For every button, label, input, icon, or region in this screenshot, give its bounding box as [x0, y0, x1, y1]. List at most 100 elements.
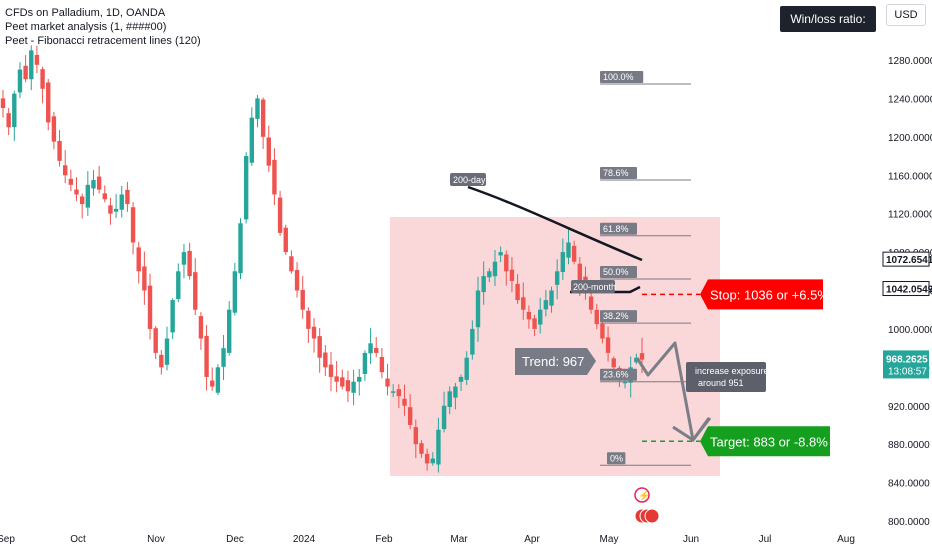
- candle: [181, 252, 187, 265]
- fib-label: 23.6%: [603, 370, 629, 380]
- chart-legend: CFDs on Palladium, 1D, OANDA Peet market…: [5, 6, 201, 48]
- candle: [79, 196, 85, 205]
- candle: [413, 427, 419, 445]
- y-tick-label: 1280.0000: [888, 56, 932, 67]
- candle: [215, 367, 221, 393]
- candle: [447, 391, 452, 408]
- candle: [588, 296, 594, 310]
- target-label: Target: 883 or -8.8%: [710, 434, 828, 449]
- candle: [260, 99, 266, 137]
- countdown-tag: 13:08:57: [888, 366, 927, 377]
- candle: [526, 311, 532, 320]
- candle: [51, 116, 57, 142]
- candle: [605, 337, 611, 353]
- candle: [611, 358, 616, 368]
- candle: [153, 328, 158, 353]
- candle: [68, 178, 74, 185]
- candle: [357, 376, 362, 382]
- x-tick-label: Dec: [226, 534, 244, 545]
- candle: [532, 318, 537, 329]
- y-tick-label: 1120.0000: [888, 210, 932, 221]
- y-tick-label: 800.0000: [888, 517, 930, 528]
- candle: [130, 207, 136, 243]
- y-tick-label: 880.0000: [888, 440, 930, 451]
- candle: [294, 269, 300, 291]
- candle: [272, 159, 277, 195]
- indicator-fibonacci-retracement[interactable]: Peet - Fibonacci retracement lines (120): [5, 35, 201, 47]
- candle: [385, 378, 390, 387]
- fib-label: 78.6%: [603, 168, 629, 178]
- fib-label-bg: [607, 452, 626, 465]
- candle: [176, 271, 181, 299]
- candle: [63, 165, 68, 176]
- candle: [419, 443, 424, 454]
- x-tick-label: Sep: [0, 534, 15, 545]
- candle: [102, 193, 107, 200]
- trend-label-bg: [515, 348, 596, 375]
- candle: [543, 300, 549, 310]
- y-tick-label: 1200.0000: [888, 133, 932, 144]
- candle: [639, 353, 645, 360]
- candle: [458, 376, 464, 382]
- fib-label-bg: [600, 310, 637, 323]
- candle: [46, 82, 51, 123]
- candle: [351, 381, 356, 393]
- candle: [345, 380, 351, 392]
- candle: [577, 263, 582, 281]
- exposure-note-line: increase exposure: [695, 366, 769, 376]
- candle: [0, 98, 6, 109]
- candle: [204, 335, 209, 377]
- price-axis-bg: [882, 0, 932, 550]
- target-label-bg: [700, 426, 830, 457]
- fib-label-bg: [600, 368, 637, 381]
- candle: [255, 98, 260, 119]
- trend-label: Trend: 967: [522, 354, 584, 369]
- forecast-arrowhead: [672, 417, 711, 443]
- candle: [622, 381, 628, 384]
- candle: [232, 271, 238, 313]
- ma-200-day-label-bg: [450, 173, 486, 186]
- candle: [238, 223, 243, 274]
- candle: [164, 338, 170, 365]
- symbol-title[interactable]: CFDs on Palladium, 1D, OANDA: [5, 7, 166, 19]
- currency-button[interactable]: USD: [886, 4, 926, 26]
- candle: [504, 254, 509, 272]
- y-tick-label: 840.0000: [888, 479, 930, 490]
- win-loss-ratio-badge: Win/loss ratio: 2.5:1: [780, 6, 876, 52]
- candle: [554, 271, 560, 285]
- candle: [17, 69, 23, 93]
- ma-200-month-label: 200-month: [573, 282, 616, 292]
- candle: [12, 93, 17, 128]
- candle: [142, 266, 147, 291]
- candle: [311, 326, 317, 339]
- x-tick-label: Apr: [524, 534, 540, 545]
- x-tick-label: Jun: [683, 534, 699, 545]
- ma-200-day-price-tag-bg: [882, 251, 930, 267]
- forecast-zone: [390, 217, 720, 476]
- candle: [515, 283, 520, 301]
- candle: [340, 377, 345, 387]
- candle: [328, 364, 334, 377]
- candle: [113, 208, 119, 212]
- y-tick-label: 1240.0000: [888, 94, 932, 105]
- x-tick-label: Nov: [147, 534, 165, 545]
- candle: [634, 357, 639, 363]
- indicator-peet-market-analysis[interactable]: Peet market analysis (1, ####00): [5, 21, 167, 33]
- candle: [498, 252, 503, 256]
- ma-200-day-price-tag: 1072.6541: [886, 255, 932, 266]
- ma-200-month-price-tag: 1042.0549: [886, 285, 932, 296]
- candle: [198, 316, 204, 339]
- candle: [600, 323, 605, 339]
- candle: [362, 352, 368, 374]
- last-price-tag-bg: [883, 350, 929, 379]
- candle: [249, 117, 255, 163]
- candle: [368, 343, 373, 354]
- candle: [475, 290, 481, 328]
- last-price-tag: 968.2625: [886, 354, 928, 365]
- candle: [210, 380, 215, 387]
- fib-label: 38.2%: [603, 311, 629, 321]
- candle: [521, 297, 526, 310]
- x-tick-label: 2024: [293, 534, 316, 545]
